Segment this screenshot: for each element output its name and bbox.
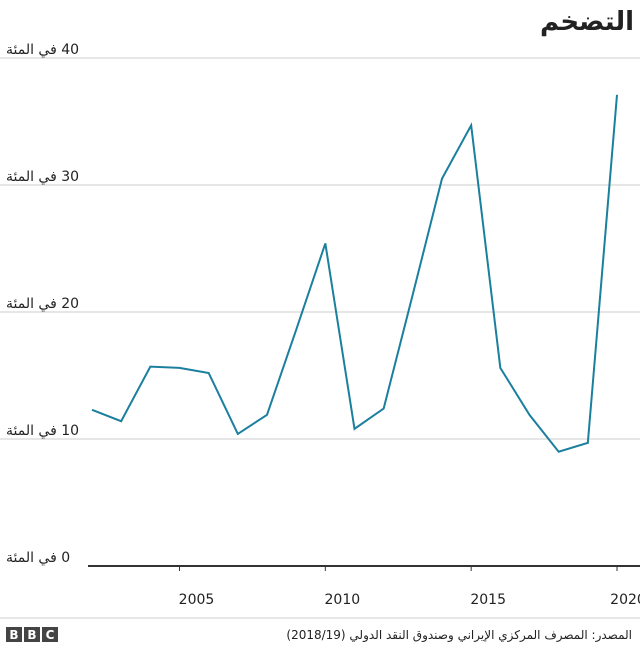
x-tick-label: 2015 <box>470 592 506 608</box>
logo-letter: C <box>46 628 55 642</box>
logo-box <box>6 627 22 642</box>
logo-letter: B <box>27 628 36 642</box>
chart-title: التضخم <box>540 7 634 37</box>
logo-letter: B <box>9 628 18 642</box>
logo-box <box>42 627 58 642</box>
x-tick-label: 2010 <box>325 592 361 608</box>
y-tick-label: 30 في المئة <box>6 169 79 185</box>
y-tick-label: 0 في المئة <box>6 550 70 566</box>
x-tick-label: 2005 <box>179 592 215 608</box>
line-series <box>91 94 618 453</box>
source: المصدر: المصرف المركزي الإيراني وصندوق ا… <box>286 628 632 643</box>
x-tick-label: 2020 <box>610 592 640 608</box>
y-tick-label: 20 في المئة <box>6 296 79 312</box>
y-tick-label: 10 في المئة <box>6 423 79 439</box>
y-tick-label: 40 في المئة <box>6 42 79 58</box>
logo-box <box>24 627 40 642</box>
